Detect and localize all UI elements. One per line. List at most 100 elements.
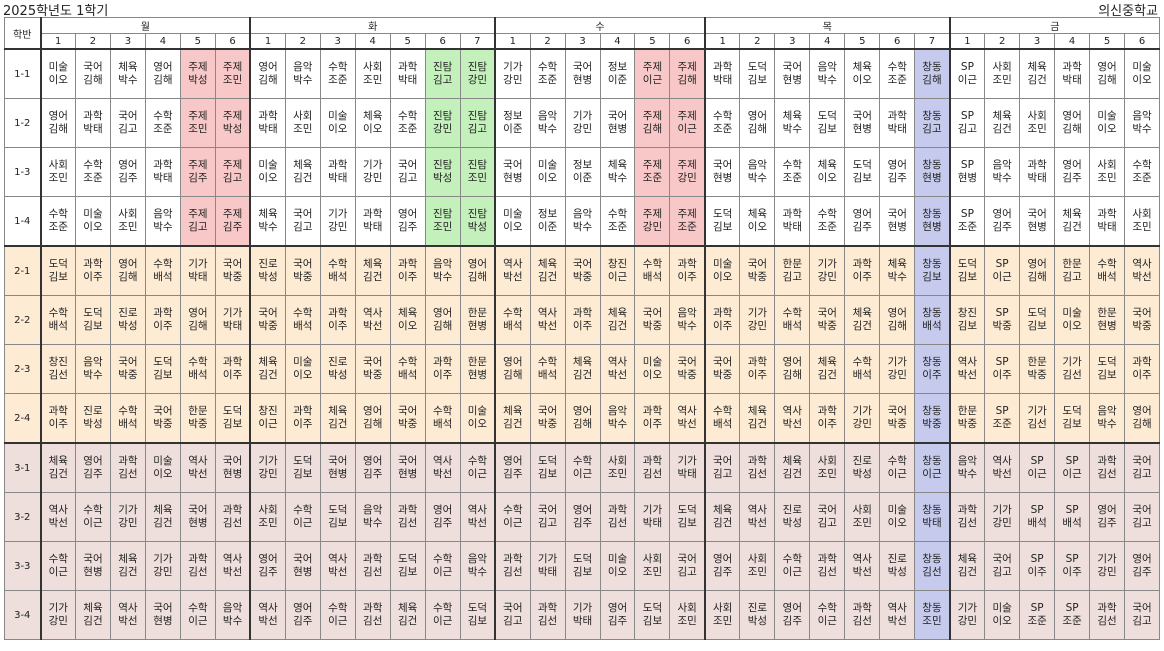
subject: 영어 [503,356,523,368]
subject: 과학 [747,356,768,368]
teacher: 김보 [1062,418,1082,430]
subject: 한문 [957,405,978,417]
subject: 수학 [782,159,802,171]
teacher: 김건 [398,615,418,627]
subject: 한문 [188,405,208,417]
subject: 과학 [222,356,243,368]
subject: 영어 [432,307,453,319]
lesson-cell: 창진 김선 [39,344,76,394]
subject: 미술 [83,208,103,220]
lesson-cell: 수학 이근 [774,541,811,591]
teacher: 박중 [293,271,313,283]
lesson-cell: 창동 배석 [914,295,951,345]
teacher: 이오 [537,172,558,184]
subject: 진탐 [432,110,453,122]
lesson-cell: 진탐 조민 [424,196,461,247]
subject: 국어 [258,307,278,319]
subject: 진탐 [467,208,488,220]
lesson-cell: 창동 현병 [914,147,951,197]
lesson-cell: 영어 김주 [249,541,286,591]
teacher: 배석 [922,320,942,332]
subject: 기가 [747,307,768,319]
class-label: 3-3 [4,541,41,591]
subject: 국어 [222,258,243,270]
teacher: 조민 [258,517,278,529]
lesson-cell: 과학 이주 [703,295,741,345]
lesson-cell: 체육 박수 [879,245,916,296]
teacher: 김해 [1027,271,1047,283]
teacher: 김고 [782,271,802,283]
teacher: 김고 [922,123,942,135]
teacher: 조준 [1062,615,1082,627]
subject: 수학 [817,602,837,614]
lesson-cell: 사회 조민 [354,48,391,99]
teacher: 박중 [957,418,978,430]
lesson-cell: 수학 이근 [284,492,321,542]
lesson-cell: 영어 김해 [1019,245,1056,296]
lesson-cell: 수학 조준 [319,48,356,99]
teacher: 조준 [328,74,348,86]
period-header: 7 [459,33,496,50]
lesson-cell: 국어 김고 [284,196,321,247]
lesson-cell: 수학 배석 [774,295,811,345]
lesson-cell: 과학 이주 [634,393,671,444]
lesson-cell: 수학 조준 [39,196,76,247]
subject: 주제 [188,110,208,122]
lesson-cell: 체육 김건 [948,541,986,591]
subject: 도덕 [467,602,488,614]
lesson-cell: 미술 이오 [703,245,741,296]
period-header: 3 [109,33,146,50]
teacher: 현병 [1097,320,1117,332]
lesson-cell: 영어 김주 [1124,541,1160,591]
lesson-cell: 국어 현병 [389,442,426,493]
teacher: 김선 [363,566,383,578]
teacher: 김주 [1097,517,1117,529]
teacher: 조준 [83,172,103,184]
teacher: 이주 [992,369,1012,381]
subject: 영어 [572,405,593,417]
teacher: 김해 [83,74,103,86]
subject: 국어 [503,602,523,614]
teacher: 강민 [328,221,348,233]
teacher: 박선 [328,566,348,578]
teacher: 조민 [118,221,138,233]
lesson-cell: 수학 이근 [319,590,356,640]
teacher: 박수 [782,123,802,135]
subject: 진로 [782,504,802,516]
lesson-cell: 미술 이오 [1124,48,1160,99]
lesson-cell: 국어 박중 [809,295,846,345]
lesson-cell: 국어 박중 [879,393,916,444]
teacher: 김고 [293,221,313,233]
teacher: 김선 [398,517,418,529]
teacher: 조민 [188,123,208,135]
teacher: 박중 [398,418,418,430]
lesson-cell: 기가 강민 [948,590,986,640]
teacher: 박중 [887,418,907,430]
subject: 과학 [607,504,628,516]
lesson-cell: 영어 김주 [599,590,636,640]
teacher: 김주 [992,221,1012,233]
teacher: 김주 [607,615,628,627]
teacher: 이주 [328,320,348,332]
teacher: 이주 [293,418,313,430]
teacher: 조준 [1027,615,1047,627]
period-header: 6 [1124,33,1160,50]
teacher: 강민 [957,615,978,627]
subject: 음악 [677,307,697,319]
teacher: 박태 [677,468,697,480]
subject: 수학 [83,159,103,171]
teacher: 박수 [83,369,103,381]
teacher: 이오 [258,172,278,184]
teacher: 김해 [118,271,138,283]
teacher: 배석 [712,418,733,430]
lesson-cell: 과학 이주 [214,344,251,394]
lesson-cell: 역사 박선 [354,295,391,345]
subject: 영어 [1132,405,1152,417]
teacher: 이근 [328,615,348,627]
subject: 과학 [1097,208,1117,220]
subject: 주제 [188,208,208,220]
lesson-cell: 과학 김선 [179,541,216,591]
subject: 국어 [677,356,697,368]
period-header: 4 [809,33,846,50]
